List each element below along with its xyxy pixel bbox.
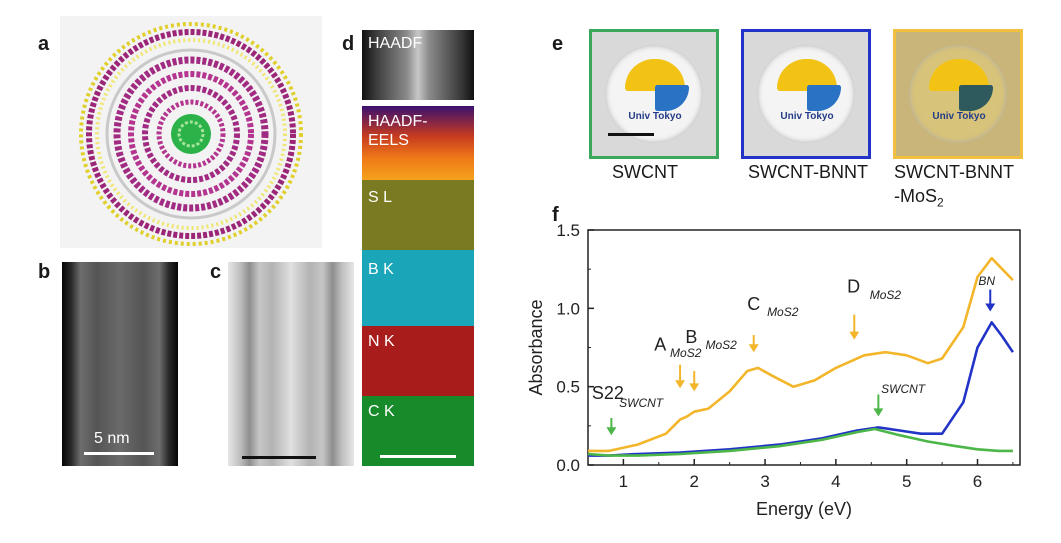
absorbance-chart: 1 2 3 4 5 6 0.0 0.5 1.0 1.5 Energy (eV) Absorbance S… <box>526 221 1021 519</box>
x-tick-label: 5 <box>902 472 911 491</box>
annotation-label: C <box>747 294 760 314</box>
panel-label-e: e <box>552 33 564 55</box>
caption-swcnt-bnnt: SWCNT-BNNT <box>748 162 868 182</box>
x-tick-label: 4 <box>831 472 840 491</box>
y-axis-label: Absorbance <box>526 299 546 395</box>
boron-map <box>362 250 474 326</box>
annotation-arrow-head <box>606 427 617 436</box>
panel-label-b: b <box>38 261 51 283</box>
outer-mos2-shell <box>79 22 303 246</box>
haadf-eels-map <box>362 106 474 180</box>
channel-label-c: C K <box>368 403 395 420</box>
y-tick-label: 0.5 <box>556 378 580 397</box>
annotation-sublabel: SWCNT <box>619 396 665 410</box>
logo-text: Univ Tokyo <box>780 111 834 122</box>
mos2-s-layer <box>86 29 296 239</box>
annotation-sublabel: MoS2 <box>870 288 902 302</box>
channel-label-haadf: HAADF <box>368 35 423 52</box>
x-tick-label: 2 <box>689 472 698 491</box>
tem-image <box>228 262 354 466</box>
bnnt-outer-spacer <box>105 48 277 220</box>
x-tick-label: 6 <box>973 472 982 491</box>
channel-label-n: N K <box>368 333 395 350</box>
scale-bar-e <box>608 133 654 136</box>
caption-swcnt-bnnt-mos2-line1: SWCNT-BNNT <box>894 162 1014 182</box>
annotation-arrow-head <box>675 380 686 389</box>
annotation-sublabel: MoS2 <box>670 346 702 360</box>
scale-bar-c <box>242 456 316 459</box>
photo-swcnt-bnnt: Univ Tokyo <box>741 29 871 159</box>
nitrogen-map <box>362 326 474 396</box>
annotation-label: D <box>847 277 860 297</box>
annotation-sublabel: MoS2 <box>705 338 737 352</box>
series-line-swcnt <box>587 427 1013 457</box>
sulfur-map <box>362 180 474 250</box>
annotation-arrow-head <box>873 408 884 417</box>
x-tick-label: 1 <box>619 472 628 491</box>
bnnt-ring-4 <box>156 99 226 169</box>
y-tick-label: 1.0 <box>556 299 580 318</box>
carbon-map <box>362 396 474 466</box>
panel-label-a: a <box>38 33 50 55</box>
scale-bar-b <box>84 452 154 455</box>
scale-bar-d <box>380 455 456 458</box>
panel-label-d: d <box>342 33 355 55</box>
channel-label-haadf-eels: HAADF- EELS <box>368 113 428 149</box>
bnnt-ring-1 <box>113 56 269 212</box>
logo-text: Univ Tokyo <box>628 111 682 122</box>
caption-swcnt: SWCNT <box>612 162 678 182</box>
annotation-arrow-head <box>748 344 759 353</box>
caption-swcnt-bnnt-mos2-line2: -MoS2 <box>894 186 944 210</box>
panel-label-f: f <box>552 204 559 226</box>
nanotube-model-illustration <box>60 16 322 248</box>
x-axis-label: Energy (eV) <box>756 499 852 519</box>
mos2-mo-layer <box>95 38 287 230</box>
annotation-arrow-head <box>689 383 700 392</box>
channel-label-b: B K <box>368 261 394 278</box>
swcnt-core <box>171 114 211 154</box>
annotation-sublabel: SWCNT <box>881 382 927 396</box>
annotation-sublabel: MoS2 <box>767 305 799 319</box>
haadf-image: 5 nm <box>62 262 178 466</box>
scale-bar-label: 5 nm <box>94 430 130 447</box>
panel-label-c: c <box>210 261 222 283</box>
swcnt-inner <box>177 120 205 148</box>
series-line-swcnt-bnnt <box>588 321 1014 457</box>
channel-label-s: S L <box>368 189 393 206</box>
annotation-arrow-head <box>985 303 996 312</box>
photo-swcnt: Univ Tokyo <box>589 29 719 159</box>
series-line-swcnt-bnnt-mos2 <box>588 256 1014 453</box>
bnnt-ring-3 <box>142 85 240 183</box>
annotation-sublabel: BN <box>978 274 995 288</box>
haadf-map: HAADF <box>362 30 474 100</box>
bnnt-ring-2 <box>128 71 254 197</box>
logo-text: Univ Tokyo <box>932 111 986 122</box>
plot-frame <box>587 229 1021 466</box>
y-tick-label: 0.0 <box>556 456 580 475</box>
photo-swcnt-bnnt-mos2: Univ Tokyo <box>893 29 1023 159</box>
annotation-label: S22 <box>592 383 624 403</box>
x-tick-label: 3 <box>760 472 769 491</box>
annotation-label: A <box>654 335 666 355</box>
annotation-arrow-head <box>849 331 860 340</box>
y-tick-label: 1.5 <box>556 221 580 240</box>
annotation-label: B <box>685 327 697 347</box>
eels-maps: HAADF- EELS S L B K N K C K <box>362 106 474 466</box>
